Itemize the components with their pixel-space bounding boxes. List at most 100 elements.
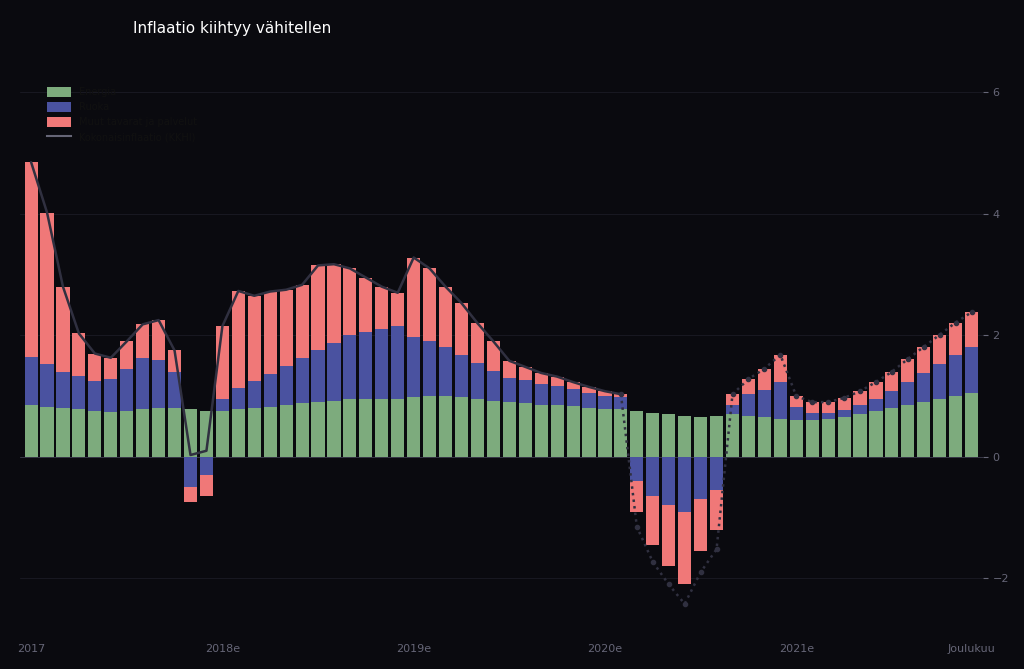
Bar <box>328 401 341 457</box>
Bar <box>853 405 866 414</box>
Bar <box>200 475 213 496</box>
Bar <box>136 358 150 409</box>
Bar <box>965 312 978 347</box>
Bar <box>710 490 723 530</box>
Bar <box>184 487 197 502</box>
Bar <box>248 296 261 381</box>
Bar <box>933 399 946 457</box>
Bar <box>503 361 516 378</box>
Bar <box>375 329 388 399</box>
Bar <box>328 343 341 401</box>
Bar <box>200 411 213 457</box>
Bar <box>869 399 883 411</box>
Bar <box>104 379 118 413</box>
Bar <box>486 371 500 401</box>
Bar <box>838 417 851 457</box>
Bar <box>821 419 835 457</box>
Bar <box>359 332 373 399</box>
Bar <box>583 408 596 457</box>
Bar <box>806 402 819 413</box>
Bar <box>231 291 245 388</box>
Bar <box>104 413 118 457</box>
Bar <box>901 359 914 382</box>
Bar <box>263 373 276 407</box>
Bar <box>710 457 723 490</box>
Bar <box>519 380 531 403</box>
Bar <box>168 372 181 408</box>
Bar <box>551 377 563 386</box>
Bar <box>790 407 803 420</box>
Bar <box>646 413 659 457</box>
Bar <box>566 406 580 457</box>
Bar <box>646 457 659 496</box>
Bar <box>806 413 819 420</box>
Bar <box>104 358 118 379</box>
Bar <box>869 411 883 457</box>
Bar <box>408 397 420 457</box>
Bar <box>168 408 181 457</box>
Bar <box>88 411 101 457</box>
Bar <box>231 409 245 457</box>
Bar <box>535 405 548 457</box>
Bar <box>646 496 659 545</box>
Bar <box>821 402 835 413</box>
Bar <box>120 411 133 457</box>
Bar <box>758 390 771 417</box>
Bar <box>742 415 755 457</box>
Bar <box>821 413 835 419</box>
Bar <box>153 320 165 360</box>
Bar <box>408 337 420 397</box>
Bar <box>726 405 739 414</box>
Bar <box>263 407 276 457</box>
Bar <box>663 414 675 457</box>
Bar <box>359 399 373 457</box>
Bar <box>918 373 931 402</box>
Bar <box>471 363 484 399</box>
Bar <box>408 258 420 337</box>
Bar <box>742 394 755 415</box>
Bar <box>328 264 341 343</box>
Bar <box>439 347 452 396</box>
Bar <box>694 417 708 457</box>
Bar <box>471 323 484 363</box>
Bar <box>566 389 580 406</box>
Bar <box>343 335 356 399</box>
Bar <box>678 415 691 457</box>
Bar <box>806 420 819 457</box>
Bar <box>296 285 308 358</box>
Bar <box>343 268 356 335</box>
Bar <box>311 402 325 457</box>
Bar <box>56 287 70 372</box>
Bar <box>918 402 931 457</box>
Bar <box>886 408 898 457</box>
Text: Inflaatio kiihtyy vähitellen: Inflaatio kiihtyy vähitellen <box>133 21 332 36</box>
Bar <box>614 409 628 457</box>
Bar <box>918 347 931 373</box>
Bar <box>216 326 229 399</box>
Bar <box>248 408 261 457</box>
Bar <box>678 512 691 585</box>
Bar <box>455 303 468 355</box>
Bar <box>73 409 85 457</box>
Bar <box>120 369 133 411</box>
Bar <box>838 398 851 410</box>
Bar <box>359 278 373 332</box>
Bar <box>838 410 851 417</box>
Bar <box>694 499 708 551</box>
Bar <box>886 391 898 408</box>
Bar <box>853 391 866 405</box>
Bar <box>280 405 293 457</box>
Bar <box>375 287 388 329</box>
Bar <box>41 365 53 407</box>
Bar <box>216 399 229 411</box>
Bar <box>375 399 388 457</box>
Bar <box>439 287 452 347</box>
Bar <box>471 399 484 457</box>
Bar <box>56 408 70 457</box>
Bar <box>41 407 53 457</box>
Bar <box>551 405 563 457</box>
Bar <box>678 457 691 512</box>
Bar <box>423 268 436 341</box>
Bar <box>758 417 771 457</box>
Bar <box>949 396 963 457</box>
